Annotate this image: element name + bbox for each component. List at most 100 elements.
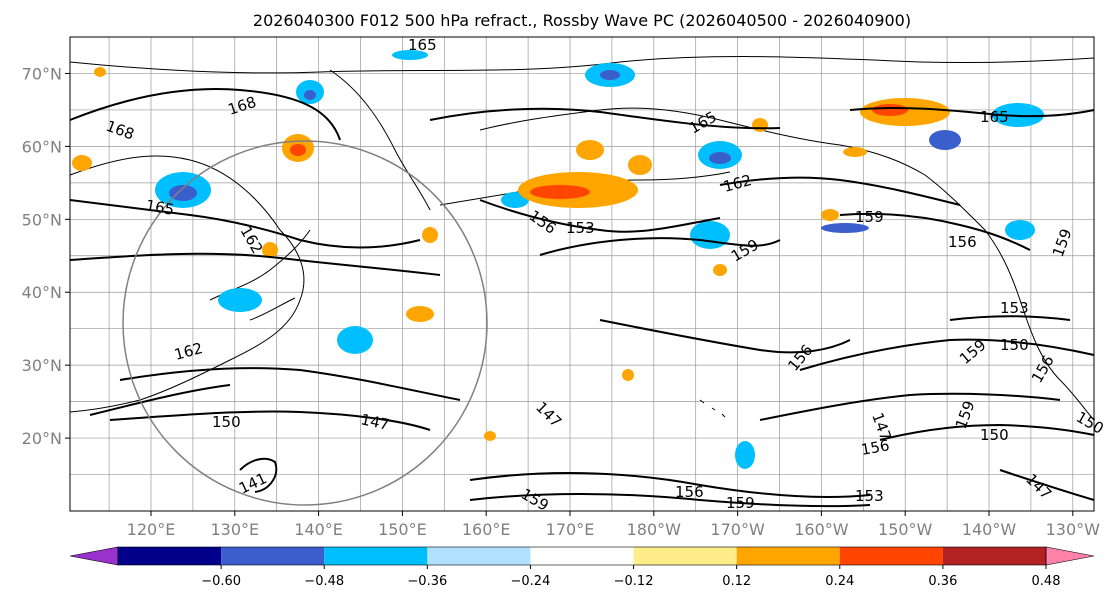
contour-line — [119, 367, 461, 401]
shade-positive — [622, 369, 634, 381]
shade-negative — [169, 185, 197, 201]
contour-label: 150 — [212, 413, 241, 431]
colorbar-swatch — [736, 547, 840, 565]
shade-positive — [94, 67, 106, 77]
contour-label: 165 — [144, 196, 175, 219]
colorbar-extend-high — [1045, 546, 1095, 566]
lon-tick-label: 170°W — [710, 520, 765, 539]
contour-label: 153 — [855, 487, 884, 505]
colorbar-swatch — [942, 547, 1046, 565]
contour-label: 156 — [948, 233, 977, 251]
wave-packet-circle — [122, 140, 488, 506]
lon-tick-label: 170°E — [546, 520, 595, 539]
figure-title: 2026040300 F012 500 hPa refract., Rossby… — [253, 11, 911, 30]
contour-line — [69, 252, 441, 276]
contour-line — [849, 106, 1095, 118]
map-frame — [69, 36, 1095, 512]
lon-tick-label: 130°E — [210, 520, 259, 539]
contour-line — [999, 469, 1095, 501]
contour-label: 153 — [566, 219, 595, 237]
coastline-arctic — [69, 56, 1095, 74]
shade-negative — [304, 90, 316, 100]
shade-positive — [843, 147, 867, 157]
shade-negative — [929, 130, 961, 150]
shade-positive — [713, 264, 727, 276]
shade-negative — [709, 152, 731, 164]
shade-positive — [821, 209, 839, 221]
lat-tick-label: 50°N — [22, 210, 62, 229]
shade-negative — [690, 221, 730, 249]
colorbar-tick-label: 0.36 — [928, 574, 957, 589]
contour-label: 150 — [1000, 336, 1029, 354]
contour-line — [949, 315, 1071, 321]
lon-tick-label: 130°W — [1046, 520, 1101, 539]
colorbar-tick-label: −0.36 — [407, 574, 447, 589]
contour-line — [469, 493, 871, 508]
shade-negative — [218, 288, 262, 312]
shade-positive — [628, 155, 652, 175]
colorbar-swatch — [839, 547, 943, 565]
shade-negative — [821, 223, 869, 233]
map-panel: 165 168 168 165 162 165 165 162 159 159 … — [69, 36, 1105, 515]
colorbar: −0.60 −0.48 −0.36 −0.24 −0.12 0.12 0.24 0.36 0.4… — [69, 546, 1095, 589]
lat-tick-label: 20°N — [22, 429, 62, 448]
lon-tick-label: 140°W — [962, 520, 1017, 539]
contour-line — [429, 107, 781, 130]
lon-tick-label: 160°E — [462, 520, 511, 539]
colorbar-swatch — [221, 547, 325, 565]
contour-line — [539, 237, 781, 256]
latitude-labels: 70°N 60°N 50°N 40°N 30°N 20°N — [22, 64, 70, 448]
contour-label: 165 — [980, 108, 1009, 126]
contour-label: 156 — [675, 483, 704, 501]
longitude-labels: 120°E 130°E 140°E 150°E 160°E 170°E 180°W 170°W… — [127, 511, 1101, 539]
shade-positive — [872, 104, 908, 116]
contour-line — [469, 472, 871, 498]
contour-line — [69, 88, 341, 141]
shade-negative — [392, 50, 428, 60]
colorbar-tick-label: 0.48 — [1032, 574, 1061, 589]
coastline-hawaii — [699, 399, 726, 418]
contour-label: 147 — [359, 410, 391, 434]
contour-line — [89, 384, 231, 416]
shade-negative — [735, 441, 755, 469]
contour-line — [239, 457, 278, 493]
contour-line — [839, 212, 1031, 251]
shaded-anomalies — [72, 50, 1044, 469]
contour-line — [719, 176, 961, 206]
lon-tick-label: 120°E — [127, 520, 176, 539]
colorbar-extend-low — [69, 546, 119, 566]
shade-positive — [406, 306, 434, 322]
shade-positive — [262, 242, 278, 258]
colorbar-tick-label: −0.12 — [614, 574, 654, 589]
colorbar-ticks: −0.60 −0.48 −0.36 −0.24 −0.12 0.12 0.24 0.36 0.4… — [201, 565, 1061, 589]
contour-line — [799, 338, 1095, 371]
contour-line — [69, 199, 421, 249]
shade-negative — [1005, 220, 1035, 240]
contour-line — [759, 392, 1061, 421]
shade-negative — [337, 326, 373, 354]
colorbar-swatch — [427, 547, 531, 565]
coastline-northamerica — [924, 174, 1095, 421]
shade-positive — [530, 185, 590, 199]
coastline-asia — [69, 155, 305, 413]
contour-line — [599, 319, 851, 354]
contour-line — [879, 423, 1095, 441]
lon-tick-label: 160°W — [794, 520, 849, 539]
colorbar-tick-label: 0.24 — [825, 574, 854, 589]
lat-tick-label: 70°N — [22, 64, 62, 83]
colorbar-swatches — [69, 546, 1095, 566]
contour-label: 165 — [408, 36, 437, 54]
lat-tick-label: 30°N — [22, 356, 62, 375]
coastline-kamchatka — [329, 69, 431, 211]
colorbar-tick-label: 0.12 — [722, 574, 751, 589]
lat-tick-label: 60°N — [22, 137, 62, 156]
contour-line — [479, 199, 721, 233]
colorbar-tick-label: −0.24 — [511, 574, 551, 589]
shade-positive — [72, 155, 92, 171]
colorbar-swatch — [530, 547, 634, 565]
shade-positive — [422, 227, 438, 243]
colorbar-swatch — [324, 547, 428, 565]
contour-label: 159 — [726, 494, 755, 512]
colorbar-swatch — [118, 547, 222, 565]
